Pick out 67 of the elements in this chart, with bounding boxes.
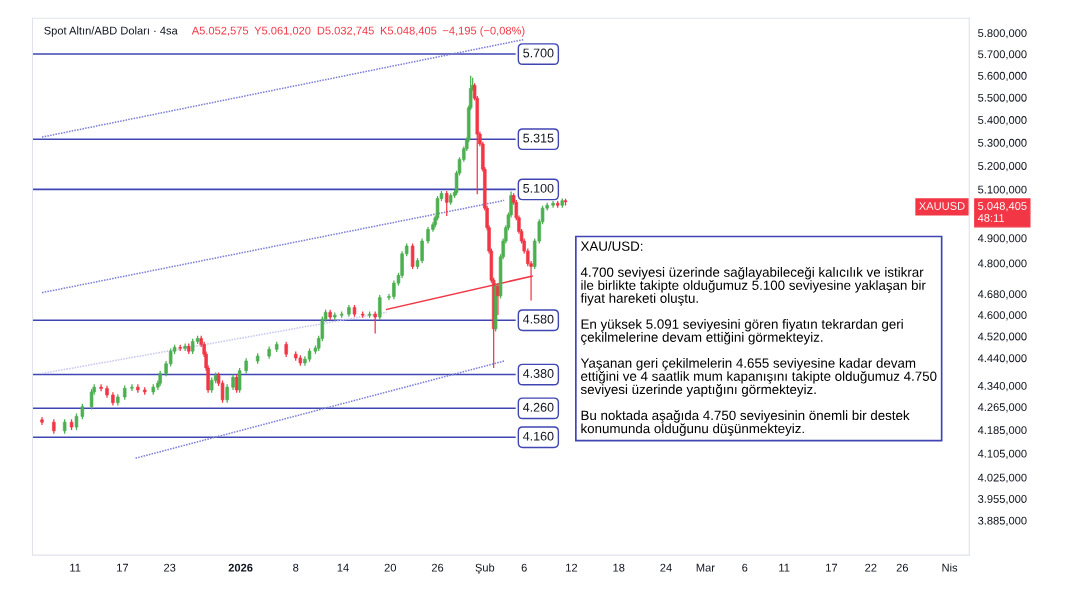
ref-line-label: 5.100 (523, 183, 554, 193)
y-tick-label: 5.700,000 (978, 50, 1027, 60)
y-tick-label: 3.955,000 (978, 495, 1027, 505)
x-tick-label: 17 (826, 563, 838, 572)
x-tick-label: 20 (384, 563, 397, 572)
candlestick (410, 242, 415, 270)
x-tick-label: 6 (521, 563, 527, 572)
x-tick-label: 8 (293, 563, 299, 572)
annotation: A5.052,575 (191, 26, 249, 36)
candlestick (373, 310, 377, 335)
x-tick-label: 12 (566, 563, 578, 572)
x-tick-label: Nis (942, 563, 958, 572)
y-tick-label: 4.680,000 (977, 290, 1027, 300)
candlestick (225, 383, 229, 404)
ref-line-label: 4.380 (523, 369, 554, 378)
annotation: XAUUSD (919, 202, 965, 210)
y-tick-label: 3.885,000 (978, 516, 1027, 526)
ref-line-label: 4.160 (523, 431, 554, 441)
y-tick-label: 4.185,000 (977, 426, 1027, 436)
annotation: D5.032,745 (317, 26, 374, 36)
y-tick-label: 5.600,000 (978, 71, 1027, 82)
x-tick-label: 2026 (228, 563, 253, 572)
x-tick-label: Şub (475, 563, 495, 574)
x-tick-label: 22 (865, 563, 877, 572)
annotation: K5.048,405 (380, 26, 437, 36)
candlestick (445, 190, 449, 217)
y-tick-label: 4.520,000 (977, 332, 1027, 342)
ref-line-label: 5.315 (523, 133, 554, 143)
candlestick (220, 379, 225, 404)
candlestick (237, 367, 242, 394)
x-tick-label: 26 (896, 563, 909, 572)
x-tick-label: 24 (660, 563, 672, 572)
x-tick-label: 18 (613, 563, 625, 572)
text: 5.048,405 48:11 (977, 202, 1027, 222)
x-tick-label: 11 (779, 563, 790, 572)
candlestick (89, 388, 94, 411)
y-tick-label: 5.800,000 (978, 29, 1027, 39)
x-tick-label: 6 (742, 563, 748, 572)
y-tick-label: 4.265,000 (977, 403, 1027, 413)
candlestick (130, 383, 134, 392)
candlestick (378, 294, 382, 321)
x-tick-label: 11 (70, 563, 81, 572)
y-tick-label: 4.600,000 (977, 311, 1027, 321)
annotation: Y5.061,020 (254, 26, 311, 36)
y-tick-label: 4.340,000 (977, 381, 1027, 392)
y-tick-label: 4.025,000 (977, 473, 1027, 483)
text: XAU/USD: 4.700 seviyesi üzerinde sağlayabileceği kalıcılık ve istikrar ile birlikte takipte olduğumuz 5.100 seviyesine yaklaşan bir fiyat hareketi oluştu. En yüksek 5.091 seviyesini gören fiyatın tekrardan geri çekilmelerine devam ettiğini görmekteyiz. Yaşanan geri çekilmelerin 4.655 seviyesine kadar devam ettiğini ve 4 saatlik mum kapanışını takipte olduğumuz 4.750 seviyesi üzerinde yaptığını görmekteyiz. Bu noktada aşağıda 4.750 seviyesinin önemli bir destek konumunda olduğunu düşünmekteyiz. (580, 241, 937, 436)
y-tick-label: 5.100,000 (978, 185, 1027, 195)
y-tick-label: 5.500,000 (978, 93, 1027, 103)
y-tick-label: 5.300,000 (978, 138, 1027, 149)
x-tick-label: 26 (431, 563, 444, 572)
y-tick-label: 4.800,000 (977, 259, 1027, 269)
ref-line-label: 5.700 (523, 48, 554, 58)
text: Spot Altın/ABD Doları · 4sa (44, 26, 178, 37)
ref-line-label: 4.580 (523, 314, 554, 324)
y-tick-label: 5.200,000 (978, 162, 1027, 172)
x-tick-label: 17 (117, 563, 129, 572)
y-tick-label: 4.900,000 (977, 234, 1027, 244)
x-tick-label: 14 (337, 563, 349, 572)
x-tick-label: Mar (696, 563, 715, 572)
y-tick-label: 4.105,000 (977, 449, 1027, 459)
y-tick-label: 4.440,000 (977, 354, 1027, 364)
candlestick (551, 200, 555, 209)
annotation: −4,195 (−0,08%) (442, 26, 525, 37)
y-tick-label: 5.400,000 (978, 116, 1027, 126)
x-tick-label: 23 (164, 563, 176, 572)
ref-line-label: 4.260 (523, 402, 554, 412)
